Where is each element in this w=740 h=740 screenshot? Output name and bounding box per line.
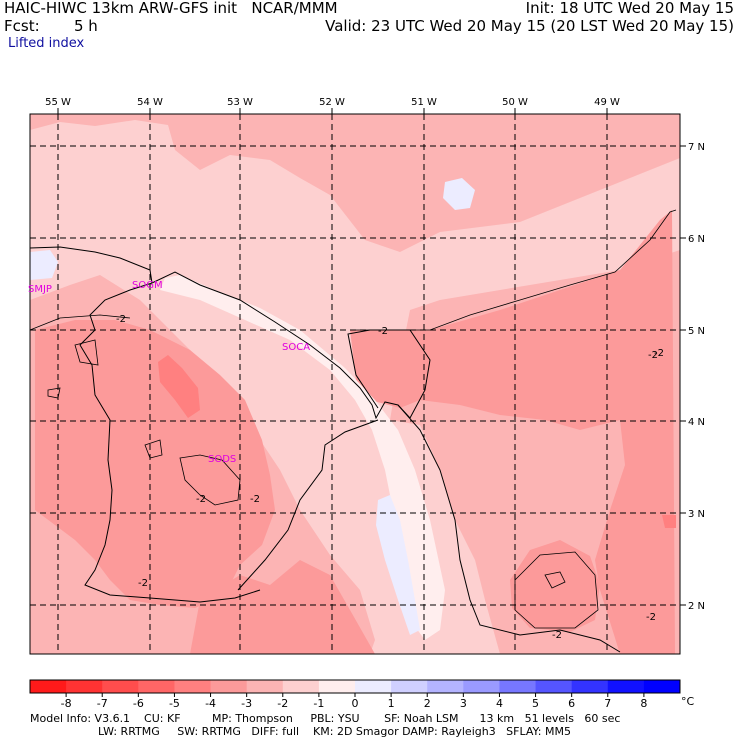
model-info-line1: Model Info: V3.6.1 CU: KF MP: Thompson P… [30,712,621,725]
border-west [79,282,261,603]
map-frame [29,113,681,655]
colorbar-tick-label: 4 [496,697,503,710]
colorbar-swatch [643,680,681,693]
lat-label-7n: 7 N [688,142,705,153]
lon-label-53w: 53 W [227,97,253,108]
lon-label-51w: 51 W [411,97,437,108]
forecast-label: Fcst: [4,17,40,35]
shade-strong-east [350,210,675,654]
contour-label: -2 [648,350,658,361]
lon-label-52w: 52 W [319,97,345,108]
station-sods: SODS [208,454,236,465]
lat-label-3n: 3 N [688,509,705,520]
shade-core [158,355,200,418]
lon-label-50w: 50 W [502,97,528,108]
colorbar-swatch [210,680,248,693]
colorbar-tick-label: -6 [133,697,144,710]
colorbar-swatch [102,680,139,693]
colorbar-tick-label: -2 [277,697,288,710]
lat-label-5n: 5 N [688,326,705,337]
lat-label-6n: 6 N [688,234,705,245]
colorbar-swatch [282,680,320,693]
station-soca: SOCA [282,342,310,353]
axis-ticks [57,108,686,606]
lat-label-4n: 4 N [688,417,705,428]
lifted-index-map: 55 W 54 W 53 W 52 W 51 W 50 W 49 W 7 N 6… [28,97,705,655]
lon-label-55w: 55 W [45,97,71,108]
border-far-east [397,404,621,653]
contour-label: -2 [116,314,126,325]
colorbar-tick-label: -7 [97,697,108,710]
forecast-hour: 5 h [74,17,98,35]
colorbar-tick-label: 6 [568,697,575,710]
colorbar-swatch [571,680,609,693]
colorbar-tick-label: -3 [241,697,252,710]
contour-label: -2 [646,612,656,623]
colorbar-tick-label: 8 [640,697,647,710]
colorbar-swatch [391,680,428,693]
lon-label-49w: 49 W [594,97,620,108]
contour-label: -2 [138,578,148,589]
colorbar-tick-label: -1 [313,697,324,710]
lat-label-2n: 2 N [688,601,705,612]
colorbar-tick-label: 7 [604,697,611,710]
colorbar-swatch [535,680,573,693]
colorbar-tick-label: -4 [205,697,216,710]
station-smjp: SMJP [28,284,52,295]
colorbar-swatch [427,680,464,693]
init-time: Init: 18 UTC Wed 20 May 15 [525,0,734,17]
colorbar-tick-label: -8 [61,697,72,710]
shade-positive-west [30,250,58,280]
shade-core-small [662,515,676,528]
colorbar-tick-label: 3 [460,697,467,710]
colorbar-swatch [246,680,284,693]
colorbar-swatch [463,680,500,693]
colorbar-tick-label: 5 [532,697,539,710]
shade-strong-southwest [190,560,375,654]
colorbar-ticks: -8 -7 -6 -5 -4 -3 -2 -1 0 1 2 3 4 5 6 7 8 [61,693,647,710]
colorbar: -8 -7 -6 -5 -4 -3 -2 -1 0 1 2 3 4 5 6 7 8 °C [29,679,695,710]
colorbar-swatches [30,680,681,693]
colorbar-tick-label: 2 [424,697,431,710]
colorbar-swatch [30,680,67,693]
colorbar-swatch [318,680,356,693]
lat-lon-grid [30,114,680,654]
station-sogm: SOGM [132,280,163,291]
colorbar-swatch [499,680,537,693]
colorbar-tick-label: 0 [352,697,359,710]
shade-region-north [30,114,680,252]
valid-time: Valid: 23 UTC Wed 20 May 15 (20 LST Wed … [325,17,734,35]
lifted-index-contour [29,209,677,629]
colorbar-swatch [66,680,103,693]
run-title: HAIC-HIWC 13km ARW-GFS init NCAR/MMM [4,0,338,17]
colorbar-swatch [607,680,645,693]
border-east [237,419,379,591]
colorbar-swatch [355,680,392,693]
contour-label: -2 [196,494,206,505]
colorbar-unit: °C [681,695,695,708]
colorbar-swatch [138,680,175,693]
colorbar-tick-label: -5 [169,697,180,710]
contour-label: -2 [250,494,260,505]
lon-label-54w: 54 W [137,97,163,108]
colorbar-tick-label: 1 [388,697,395,710]
contour-label: -2 [378,326,388,337]
contour-label: -2 [654,348,664,359]
model-info-line2: LW: RRTMG SW: RRTMG DIFF: full KM: 2D Sm… [98,725,571,738]
contour-label: -2 [552,630,562,641]
shade-neutral-band [160,275,445,640]
shade-positive-north [443,178,475,210]
field-name: Lifted index [8,36,85,51]
colorbar-swatch [174,680,212,693]
shade-positive-south [376,495,420,635]
